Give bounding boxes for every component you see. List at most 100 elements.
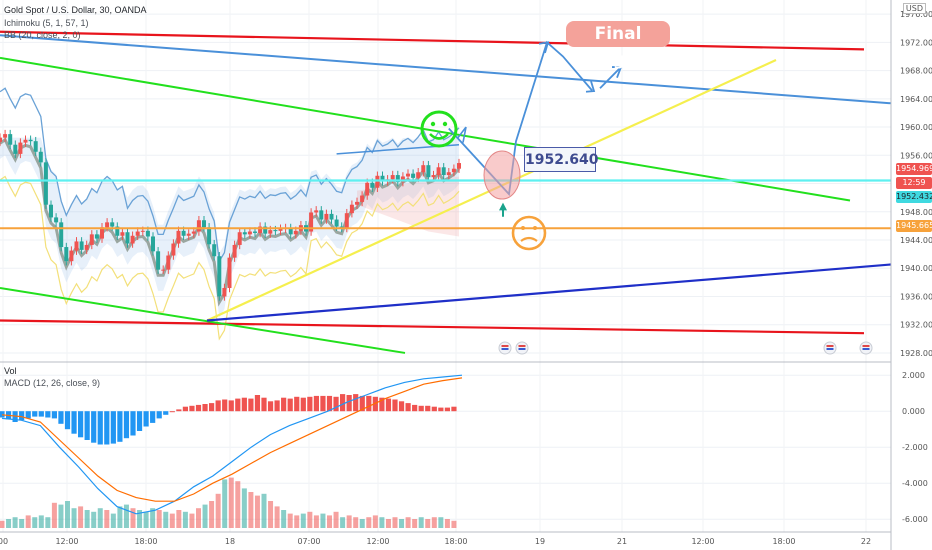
symbol-title[interactable]: Gold Spot / U.S. Dollar, 30, OANDA [4,5,147,15]
volume-bar [241,488,247,528]
currency-badge[interactable]: USD [902,3,926,14]
macd-histogram-bar [287,398,293,412]
macd-histogram-bar [267,401,274,412]
candle [3,134,8,138]
volume-bar [372,515,378,528]
volume-bar [451,520,457,528]
volume-bar [444,519,450,528]
volume-bar [359,519,365,528]
time-tick-label: 18 [225,537,235,546]
calendar-flag-icon [498,341,512,355]
macd-histogram-bar [58,411,64,424]
candle [232,244,237,258]
volume-bar [12,517,18,528]
volume-bar [235,481,241,528]
volume-bar [202,504,208,528]
volume-bar [392,517,398,528]
price-tick-label: 1928.000 [900,349,932,358]
macd-label[interactable]: MACD (12, 26, close, 9) [4,378,101,388]
candle [186,233,191,236]
price-tick-label: 1964.000 [900,95,932,104]
candle [120,232,125,236]
macd-histogram-bar [340,394,346,412]
candle [451,168,456,173]
highlight-ellipse [483,150,521,200]
candle [344,213,349,228]
volume-bar [150,508,156,528]
volume-bar [163,511,169,528]
volume-bar [366,517,372,528]
macd-histogram-bar [209,403,215,412]
candle [33,141,38,152]
candle [94,234,99,239]
macd-histogram-bar [25,411,31,419]
candle [319,210,324,220]
candle [411,173,416,178]
candle [54,217,59,223]
volume-bar [418,517,424,528]
macd-histogram-bar [320,395,326,412]
countdown-tag: 12:59 [896,177,932,189]
candle [334,219,339,227]
volume-bar [438,517,444,528]
macd-histogram-bar [19,411,25,421]
ichimoku-label[interactable]: Ichimoku (5, 1, 57, 1) [4,18,89,28]
calendar-flag-icon [515,341,529,355]
annotation-overlay [336,40,873,355]
time-tick-label: 22 [861,537,871,546]
macd-histogram-bar [202,404,208,412]
price-tick-label: 1960.000 [900,123,932,132]
calendar-flag-icon [859,341,873,355]
time-tick-label: 21 [617,537,627,546]
volume-bar [274,506,280,528]
volume-bar [137,510,143,528]
candle [441,167,446,176]
macd-histogram-bar [222,399,228,412]
candle [457,163,461,169]
candle [268,230,273,234]
candle [416,172,421,178]
candle [293,230,298,235]
volume-bar [313,515,319,528]
macd-histogram-bar [176,409,182,412]
final-target-callout: Final target. [566,21,670,70]
macd-histogram-bar [431,406,437,412]
red-resistance-line [0,30,865,51]
candle [349,204,354,214]
calendar-flag-icon [823,341,837,355]
volume-bar [176,510,182,528]
candle [273,230,278,232]
orange-level-tag: 1945.665 [896,220,932,232]
volume-bar [123,504,129,528]
bb-label[interactable]: BB (20, close, 2, 0) [4,30,81,40]
happy-face-icon [420,110,458,148]
candle [446,172,451,176]
vol-label[interactable]: Vol [4,366,17,376]
candle [314,210,319,213]
candle [49,204,53,218]
macd-histogram-bar [359,395,365,412]
macd-histogram-bar [261,397,267,412]
candle [196,220,201,232]
macd-histogram-bar [405,403,411,412]
macd-pane[interactable] [0,374,463,528]
candle [23,139,28,143]
candle [8,134,13,145]
macd-tick-label: 0.000 [902,407,925,416]
macd-histogram-bar [104,411,110,445]
volume-bar [281,510,287,528]
volume-bar [78,506,84,528]
macd-histogram-bar [195,404,202,412]
candle [329,213,334,220]
volume-bar [327,515,332,528]
candle [380,175,385,182]
candle [145,230,150,237]
candle [13,144,18,154]
macd-histogram-bar [32,411,38,417]
macd-histogram-bar [51,411,57,419]
candle [222,288,227,297]
candle [115,226,120,236]
macd-histogram-bar [254,395,261,412]
volume-bar [209,501,215,528]
